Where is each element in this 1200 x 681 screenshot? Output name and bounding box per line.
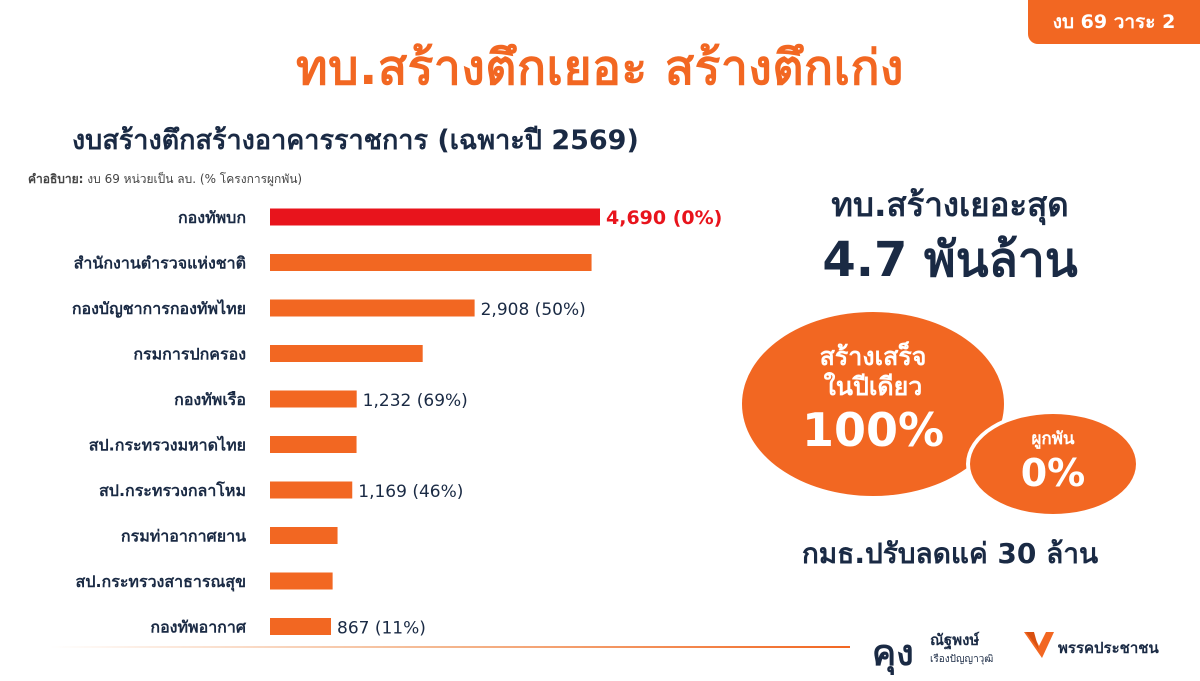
bar	[270, 573, 333, 590]
commitment-label: ผูกพัน	[970, 428, 1136, 450]
brand-surname: เรืองปัญญาวุฒิ	[930, 652, 993, 667]
brand-signature: ณัฐพงษ์ เรืองปัญญาวุฒิ	[930, 628, 993, 667]
category-label: กรมท่าอากาศยาน	[121, 527, 246, 546]
category-label: สป.กระทรวงกลาโหม	[99, 480, 246, 500]
category-label: กองทัพอากาศ	[150, 618, 246, 637]
bar	[270, 436, 357, 453]
chart-title: งบสร้างตึกสร้างอาคารราชการ (เฉพาะปี 2569…	[72, 118, 639, 161]
bar	[270, 618, 331, 635]
data-label: 2,908 (50%)	[481, 300, 586, 320]
cut-note: กมธ.ปรับลดแค่ 30 ล้าน	[740, 532, 1160, 576]
completion-value: 100%	[742, 402, 1004, 458]
commitment-value: 0%	[970, 450, 1136, 496]
bar	[270, 254, 592, 271]
note-text: งบ 69 หน่วยเป็น ลบ. (% โครงการผูกพัน)	[83, 172, 302, 186]
completion-bubble: สร้างเสร็จ ในปีเดียว 100%	[742, 312, 1004, 496]
commitment-bubble: ผูกพัน 0%	[966, 410, 1140, 518]
data-label: 1,169 (46%)	[358, 482, 463, 502]
bar	[270, 345, 423, 362]
brand-kung: คุง	[872, 624, 914, 681]
data-label: 4,690 (0%)	[606, 207, 722, 229]
bar	[270, 391, 357, 408]
bar	[270, 209, 600, 226]
bar-chart: กองทัพบก 4,690 (0%) สำนักงานตำรวจแห่งชาติก…	[0, 190, 760, 640]
data-label: 867 (11%)	[337, 619, 426, 639]
category-label: สป.กระทรวงมหาดไทย	[89, 436, 246, 455]
data-label: 1,232 (69%)	[363, 391, 468, 411]
bar	[270, 527, 338, 544]
note-label: คำอธิบาย:	[28, 172, 83, 186]
category-label: สำนักงานตำรวจแห่งชาติ	[74, 254, 246, 273]
footer-divider	[50, 646, 850, 648]
category-label: กองทัพเรือ	[174, 390, 246, 409]
highlight-amount: 4.7 พันล้าน	[740, 222, 1160, 298]
completion-line1: สร้างเสร็จ	[742, 342, 1004, 372]
category-label: กรมการปกครอง	[133, 345, 246, 364]
chart-note: คำอธิบาย: งบ 69 หน่วยเป็น ลบ. (% โครงการ…	[28, 170, 302, 189]
bar	[270, 482, 352, 499]
category-label: กองทัพบก	[178, 208, 246, 227]
main-title: ทบ.สร้างตึกเยอะ สร้างตึกเก่ง	[0, 30, 1200, 106]
brand-name: ณัฐพงษ์	[930, 628, 993, 652]
category-label: สป.กระทรวงสาธารณสุข	[76, 572, 246, 592]
party-name: พรรคประชาชน	[1058, 636, 1159, 660]
bar	[270, 300, 475, 317]
category-label: กองบัญชาการกองทัพไทย	[72, 299, 246, 319]
completion-line2: ในปีเดียว	[742, 372, 1004, 402]
party-logo-icon	[1022, 628, 1056, 662]
